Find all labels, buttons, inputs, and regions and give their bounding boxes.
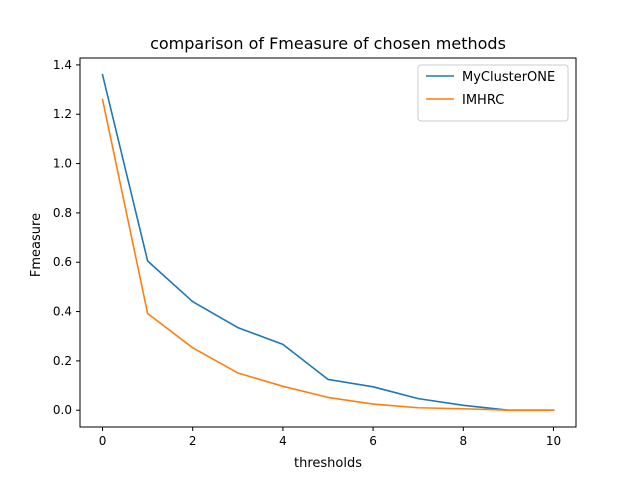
y-tick-label: 0.6 xyxy=(53,255,72,269)
x-tick-label: 8 xyxy=(459,434,467,448)
x-tick-label: 6 xyxy=(369,434,377,448)
y-tick-label: 0.8 xyxy=(53,206,72,220)
y-tick-label: 1.4 xyxy=(53,58,72,72)
y-tick-label: 0.2 xyxy=(53,354,72,368)
x-axis: 0 2 4 6 8 10 xyxy=(99,427,561,448)
legend-box xyxy=(417,64,569,122)
legend-label: IMHRC xyxy=(462,93,504,108)
series-line-1 xyxy=(101,98,555,412)
y-axis: 0.0 0.2 0.4 0.6 0.8 1.0 1.2 1.4 xyxy=(53,58,80,417)
plot-area xyxy=(79,57,577,428)
y-tick-label: 1.2 xyxy=(53,107,72,121)
y-tick-label: 0.0 xyxy=(53,403,72,417)
series-line-0 xyxy=(101,73,555,412)
x-tick-label: 10 xyxy=(546,434,561,448)
plot-frame xyxy=(79,57,577,428)
legend: MyClusterONE IMHRC xyxy=(417,64,569,122)
x-tick-label: 2 xyxy=(189,434,197,448)
x-tick-label: 4 xyxy=(279,434,287,448)
x-axis-label: thresholds xyxy=(294,456,362,471)
y-axis-label: Fmeasure xyxy=(29,213,44,277)
chart-title: comparison of Fmeasure of chosen methods xyxy=(150,34,506,53)
x-tick-label: 0 xyxy=(99,434,107,448)
legend-label: MyClusterONE xyxy=(462,70,555,85)
y-tick-label: 1.0 xyxy=(53,157,72,171)
series-group xyxy=(101,73,555,412)
y-tick-label: 0.4 xyxy=(53,305,72,319)
